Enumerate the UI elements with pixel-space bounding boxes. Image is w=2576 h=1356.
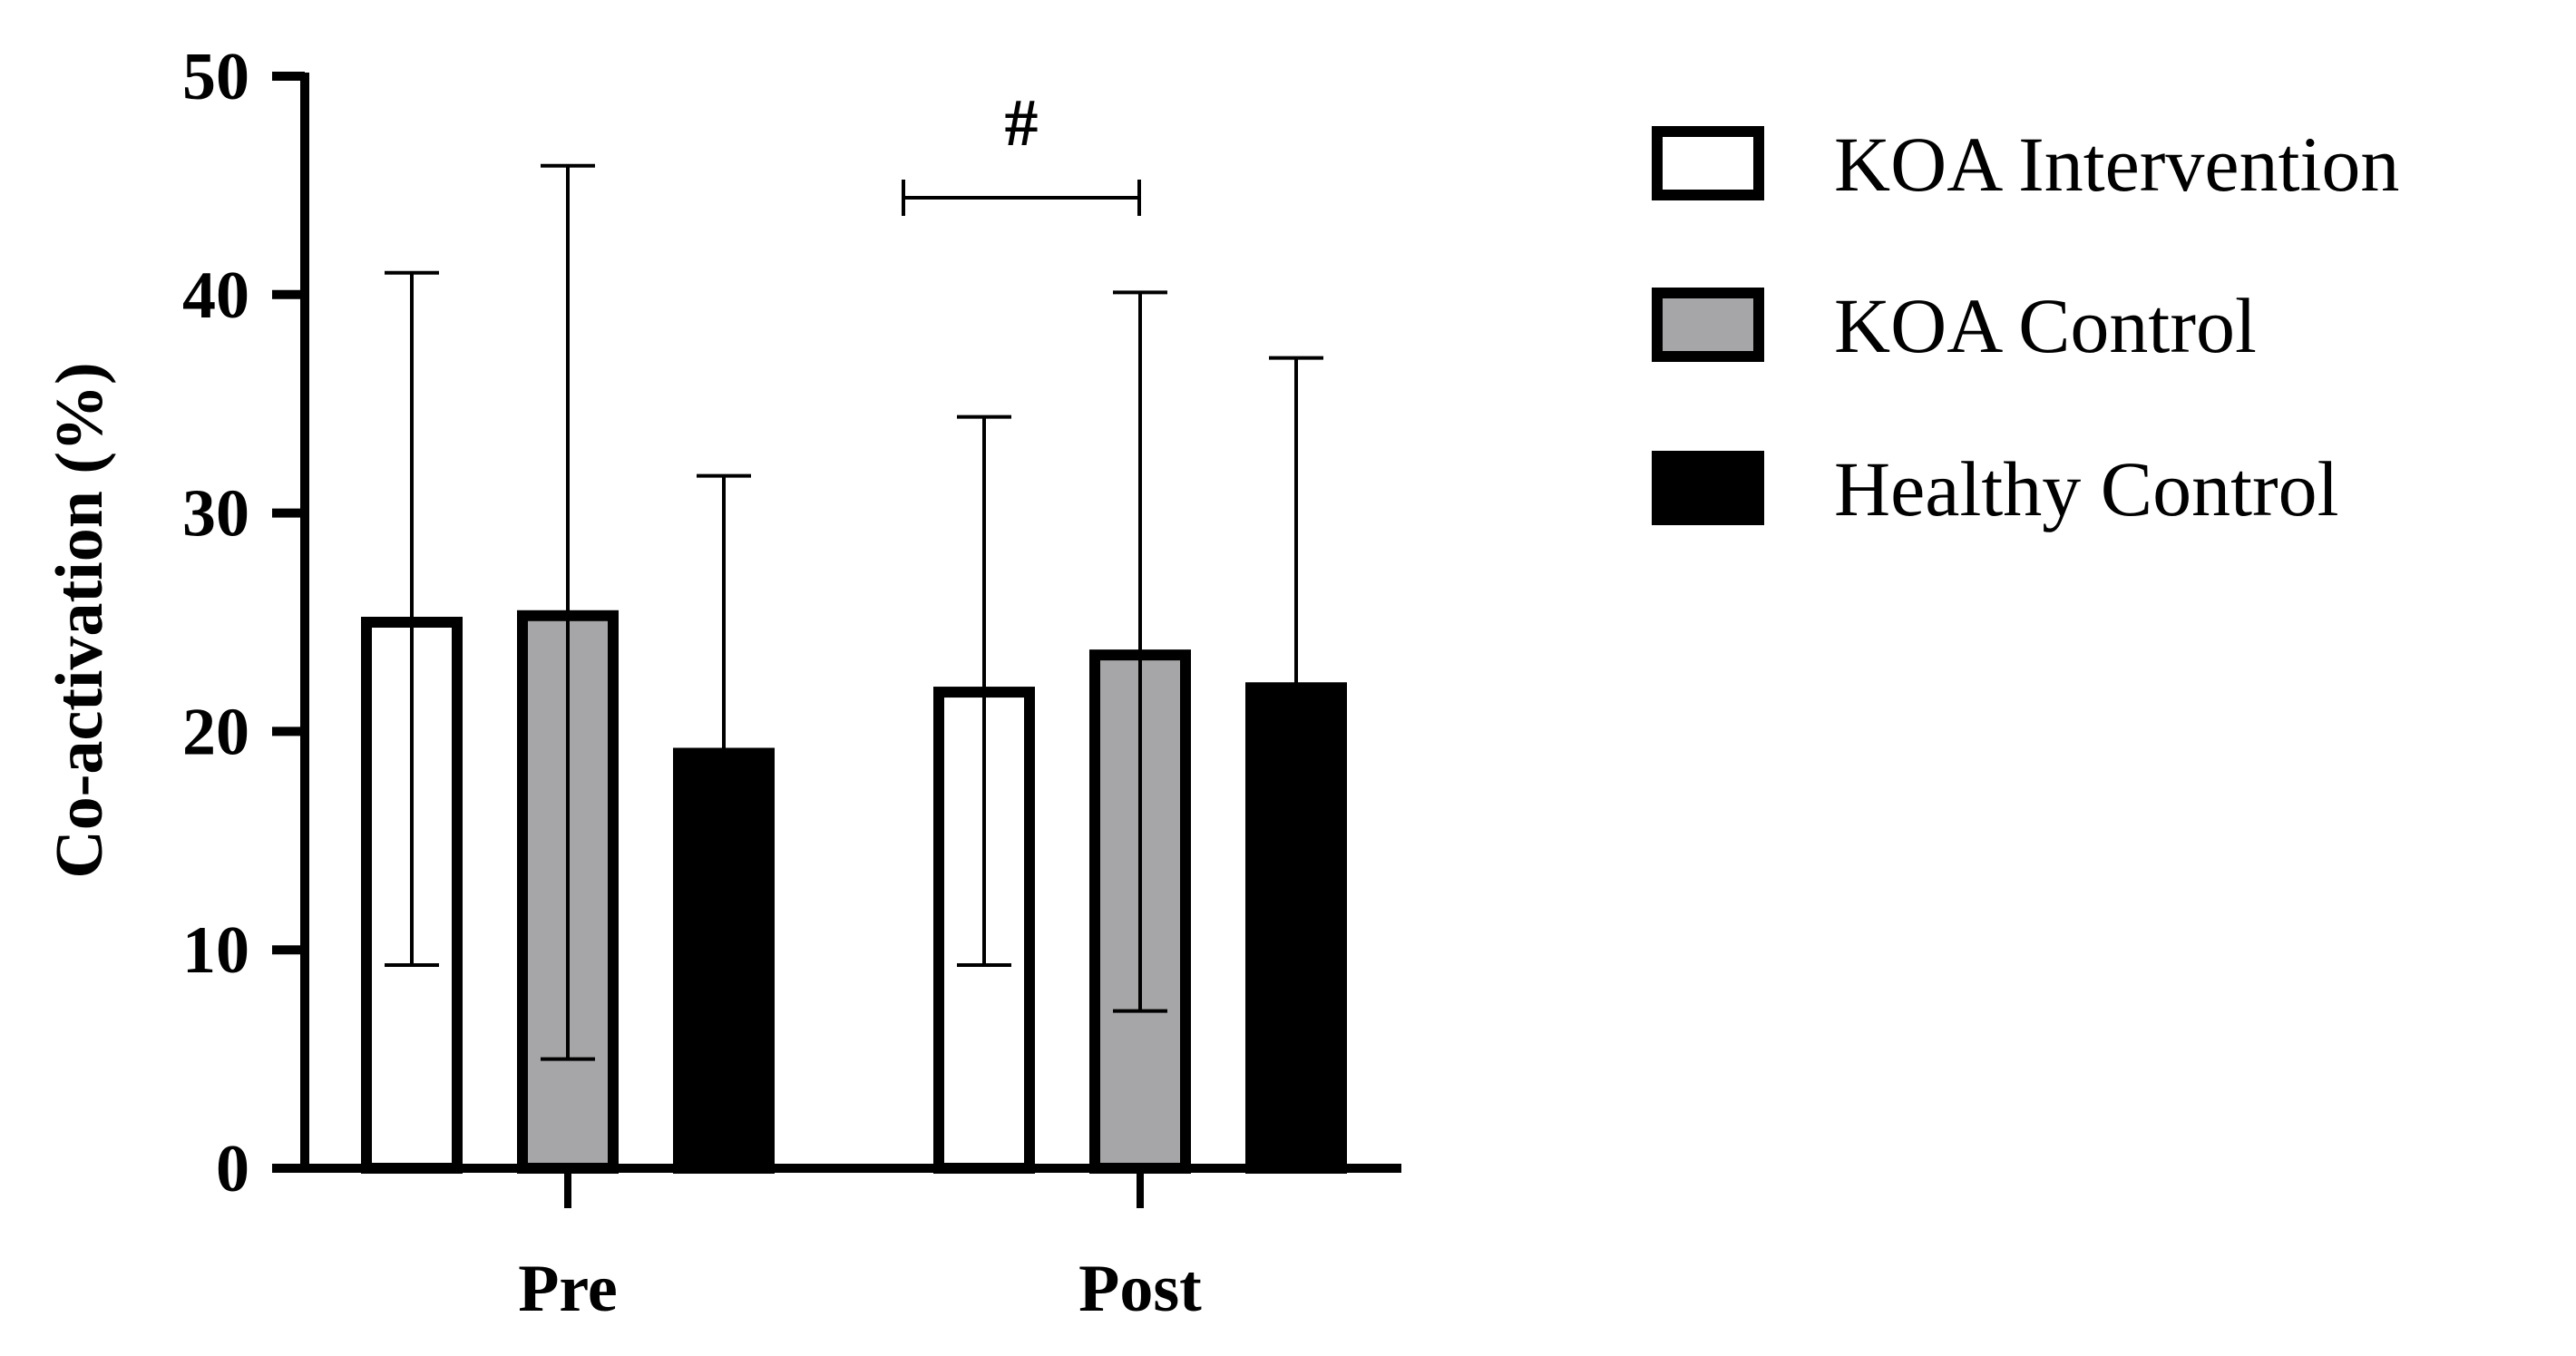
y-tick-label: 20: [182, 695, 249, 769]
legend: KOA Intervention KOA Control Healthy Contr…: [1652, 121, 2399, 532]
y-tick-label: 0: [216, 1132, 249, 1206]
x-ticks-layer: Pre Post: [518, 1168, 1202, 1326]
bars-layer: [361, 610, 1347, 1174]
legend-swatch: [1652, 451, 1764, 525]
legend-swatch: [1652, 126, 1764, 200]
y-tick-label: 30: [182, 477, 249, 551]
x-tick-label: Post: [1078, 1252, 1202, 1326]
legend-label: KOA Control: [1834, 282, 2257, 369]
y-tick-label: 40: [182, 259, 249, 333]
legend-label: KOA Intervention: [1834, 121, 2399, 208]
x-tick-label: Pre: [518, 1252, 618, 1326]
y-ticks-layer: 0 10 20 30 40 50: [182, 40, 305, 1206]
significance-annotation: #: [902, 86, 1141, 216]
legend-label: Healthy Control: [1834, 445, 2339, 532]
y-tick-label: 50: [182, 40, 249, 114]
y-axis-title: Co-activation (%): [43, 362, 117, 878]
bar: [1245, 682, 1347, 1174]
y-tick-label: 10: [182, 913, 249, 988]
legend-swatch: [1652, 288, 1764, 362]
error-bars-layer: [385, 163, 1323, 1061]
axes-layer: [300, 73, 1401, 1173]
annotation-symbol: #: [1005, 86, 1039, 161]
bar: [673, 747, 775, 1174]
